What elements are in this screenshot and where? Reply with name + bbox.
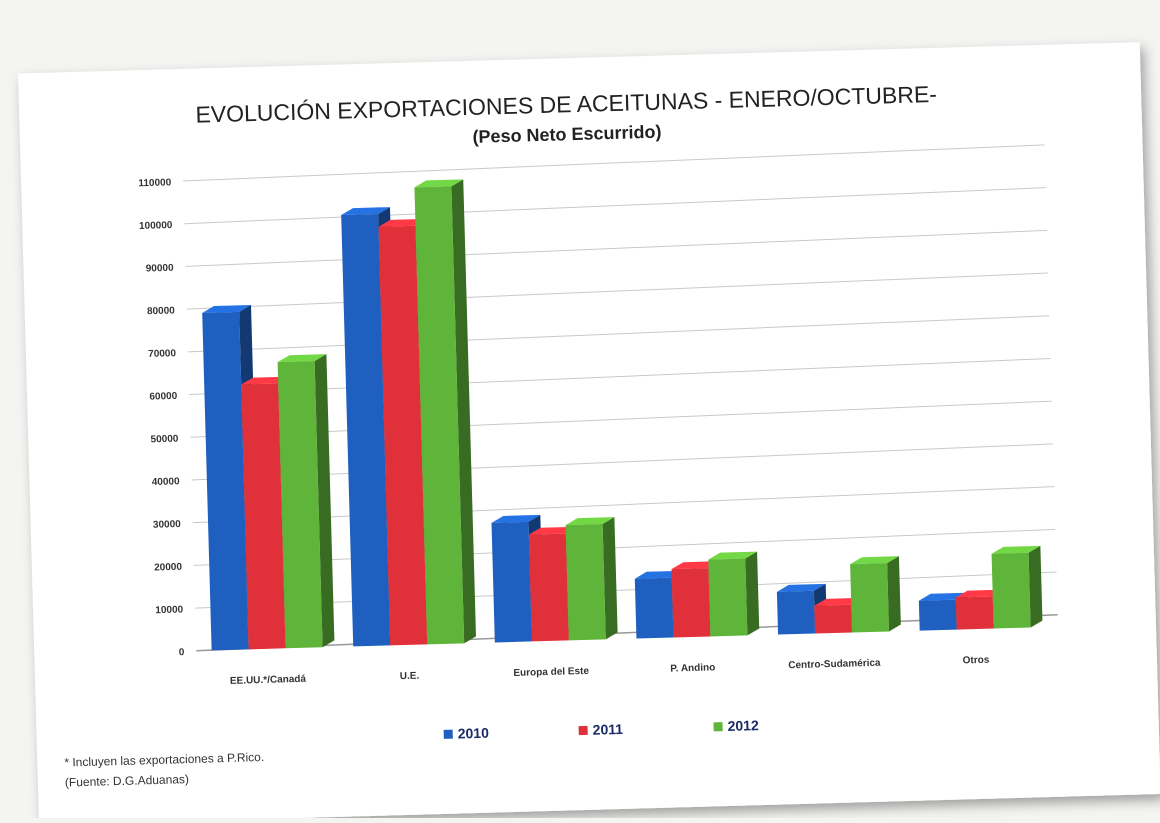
- bar-front: [341, 214, 391, 647]
- bar-front: [378, 225, 428, 646]
- bar-top: [634, 570, 684, 579]
- legend-item-2010: 2010: [443, 725, 489, 742]
- gridline: [195, 571, 1057, 609]
- bar-front: [528, 533, 569, 642]
- bar-side: [602, 517, 618, 640]
- footnote-note: * Incluyen las exportaciones a P.Rico.: [64, 750, 264, 770]
- bar-top: [955, 589, 1005, 598]
- bar-top: [528, 526, 578, 535]
- bar-top: [202, 304, 251, 313]
- y-tick-label: 110000: [138, 177, 172, 189]
- bar-top: [918, 592, 968, 601]
- bar-top: [341, 207, 390, 216]
- bar-front: [277, 361, 323, 649]
- x-tick-label: P. Andino: [670, 662, 715, 674]
- x-axis-ticks: EE.UU.*/Canadá U.E. Europa del Este P. Andi…: [230, 655, 990, 687]
- bar-front: [241, 383, 286, 650]
- bar-front: [491, 521, 532, 643]
- bar-front: [565, 524, 606, 641]
- bar-top: [414, 179, 464, 188]
- y-tick-label: 0: [179, 647, 185, 658]
- legend-item-2011: 2011: [578, 721, 623, 738]
- gridline: [190, 400, 1052, 438]
- bar-top: [708, 551, 758, 560]
- legend: 2010 2011 2012: [443, 717, 759, 742]
- bar-top: [991, 545, 1041, 554]
- footnote-source: (Fuente: D.G.Aduanas): [65, 772, 189, 789]
- bar-top: [378, 218, 428, 227]
- legend-swatch: [578, 725, 588, 736]
- bar-front: [414, 186, 465, 645]
- bar-side: [451, 179, 477, 644]
- bar-top: [241, 376, 291, 385]
- bar-2012-0: [277, 354, 335, 649]
- bar-2012-1: [414, 179, 477, 645]
- x-tick-label: Centro-Sudamérica: [788, 658, 881, 672]
- gridline: [185, 229, 1047, 267]
- y-axis-ticks: 0 10000 20000 30000 40000 50000 60000 70000 8000…: [138, 177, 185, 658]
- bar-top: [814, 597, 864, 606]
- gridline: [183, 144, 1045, 182]
- bar-front: [814, 604, 853, 634]
- bar-side: [314, 354, 335, 648]
- paper: [18, 42, 1160, 823]
- x-tick-label: U.E.: [400, 671, 420, 683]
- y-tick-label: 70000: [148, 348, 177, 360]
- bar-top: [277, 354, 327, 363]
- legend-label: 2011: [592, 721, 623, 738]
- bar-2012-2: [565, 517, 618, 641]
- y-tick-label: 100000: [139, 220, 173, 232]
- legend-swatch: [443, 729, 453, 739]
- legend-item-2012: 2012: [713, 717, 759, 734]
- legend-label: 2012: [727, 717, 759, 734]
- x-tick-label: Otros: [963, 655, 990, 667]
- x-tick-label: Europa del Este: [513, 666, 589, 679]
- x-tick-label: EE.UU.*/Canadá: [230, 674, 307, 687]
- y-tick-label: 60000: [149, 391, 178, 403]
- y-tick-label: 80000: [147, 305, 176, 317]
- gridline: [191, 443, 1053, 481]
- legend-swatch: [713, 722, 723, 732]
- bar-side: [1028, 545, 1043, 628]
- y-tick-label: 90000: [146, 263, 175, 275]
- legend-label: 2010: [457, 725, 489, 742]
- gridlines: [183, 144, 1058, 652]
- gridline: [187, 315, 1050, 353]
- bar-top: [565, 517, 615, 526]
- bar-front: [202, 311, 249, 651]
- y-tick-label: 50000: [150, 434, 179, 446]
- y-tick-label: 40000: [152, 476, 181, 488]
- y-tick-label: 10000: [155, 604, 184, 616]
- bar-front: [634, 577, 674, 639]
- bar-top: [491, 514, 541, 523]
- bar-top: [671, 561, 721, 570]
- bar-side: [887, 556, 901, 632]
- bar-top: [850, 556, 899, 565]
- bars: [202, 179, 1043, 651]
- bar-front: [671, 568, 711, 638]
- bar-front: [850, 563, 890, 633]
- gridline: [184, 187, 1046, 225]
- bar-2012-4: [850, 556, 901, 633]
- bar-front: [708, 558, 748, 637]
- bar-top: [776, 583, 826, 592]
- bar-side: [745, 551, 760, 636]
- bar-front: [776, 590, 816, 635]
- y-tick-label: 20000: [154, 562, 183, 574]
- bar-front: [955, 596, 994, 630]
- x-axis-line: [196, 613, 1058, 652]
- gridline: [192, 486, 1055, 524]
- gridline: [193, 528, 1056, 566]
- y-tick-label: 30000: [153, 519, 182, 531]
- bar-2012-5: [991, 545, 1043, 629]
- gridline: [189, 357, 1051, 396]
- gridline: [186, 272, 1049, 310]
- bar-2012-3: [708, 551, 760, 637]
- bar-front: [991, 552, 1031, 629]
- bar-front: [918, 599, 957, 631]
